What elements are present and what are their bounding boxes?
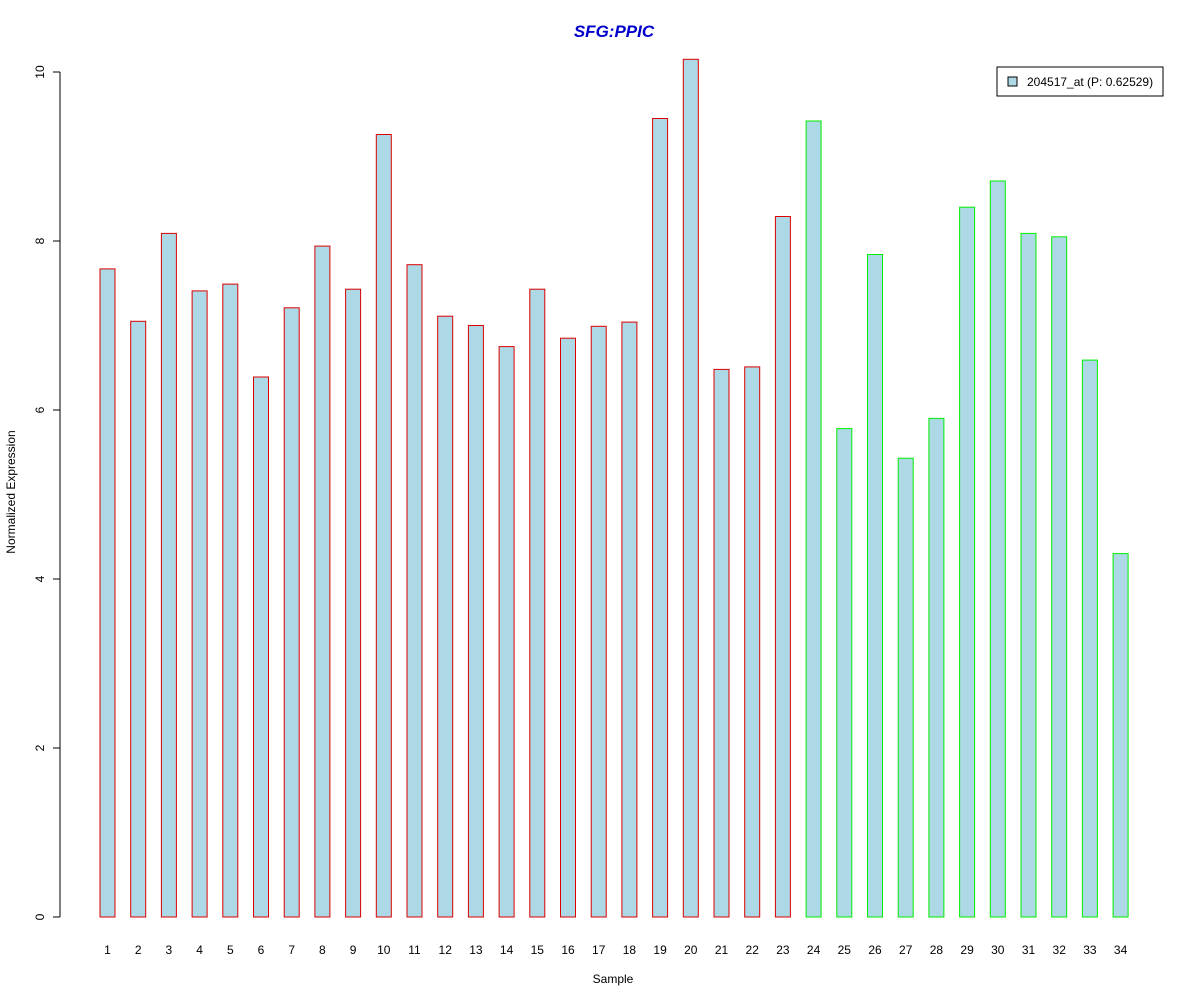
legend-swatch (1007, 76, 1018, 87)
bar-26 (867, 254, 883, 918)
chart-title: SFG:PPIC (574, 22, 655, 41)
y-tick-label: 6 (33, 406, 47, 413)
bar-22 (744, 366, 761, 918)
bar-33 (1081, 359, 1098, 918)
x-tick-label: 2 (135, 943, 142, 957)
x-tick-label: 33 (1083, 943, 1097, 957)
bar-15 (529, 288, 546, 918)
y-tick-label: 2 (33, 744, 47, 751)
bar-12 (437, 315, 454, 918)
bar-30 (989, 180, 1006, 918)
x-tick-label: 22 (746, 943, 760, 957)
x-tick-label: 6 (258, 943, 265, 957)
x-tick-label: 31 (1022, 943, 1036, 957)
x-tick-label: 26 (868, 943, 882, 957)
x-tick-label: 10 (377, 943, 391, 957)
bar-28 (928, 417, 945, 918)
x-tick-label: 1 (104, 943, 111, 957)
y-tick-label: 8 (33, 237, 47, 244)
bar-17 (590, 325, 607, 918)
x-tick-label: 23 (776, 943, 790, 957)
bar-5 (222, 283, 239, 918)
bar-21 (713, 368, 730, 918)
x-tick-label: 19 (653, 943, 667, 957)
bar-16 (560, 337, 576, 918)
bar-7 (283, 307, 300, 918)
bar-18 (621, 321, 638, 918)
legend: 204517_at (P: 0.62529) (996, 66, 1164, 97)
y-tick-label: 4 (33, 575, 47, 582)
x-tick-label: 18 (623, 943, 637, 957)
legend-box (996, 66, 1164, 97)
bar-8 (314, 245, 331, 918)
bar-25 (836, 428, 853, 918)
x-tick-label: 17 (592, 943, 606, 957)
x-tick-label: 24 (807, 943, 821, 957)
y-axis-label: Normalized Expression (4, 430, 18, 553)
bar-6 (253, 376, 269, 918)
y-tick-label: 10 (33, 65, 47, 79)
y-axis: 0 2 4 6 8 10 (33, 65, 61, 920)
bar-2 (130, 320, 147, 918)
x-tick-label: 14 (500, 943, 514, 957)
x-tick-label: 15 (531, 943, 545, 957)
x-tick-label: 21 (715, 943, 729, 957)
x-tick-label: 8 (319, 943, 326, 957)
bar-1 (99, 268, 116, 918)
bar-32 (1051, 236, 1068, 918)
x-axis-label: Sample (593, 972, 634, 986)
bar-27 (897, 457, 914, 918)
x-tick-label: 4 (196, 943, 203, 957)
bar-24 (805, 120, 822, 918)
bar-23 (774, 216, 791, 918)
x-tick-labels: 1 2 3 4 5 6 7 8 9 10 11 12 13 14 15 16 17 18 19 20 21 22 23 24 2… (104, 943, 1127, 957)
x-tick-label: 5 (227, 943, 234, 957)
bar-14 (498, 346, 515, 918)
x-tick-label: 27 (899, 943, 913, 957)
x-tick-label: 11 (408, 943, 421, 957)
bar-31 (1020, 232, 1037, 918)
bar-10 (375, 134, 392, 918)
x-tick-label: 30 (991, 943, 1005, 957)
x-tick-label: 34 (1114, 943, 1128, 957)
x-tick-label: 32 (1053, 943, 1067, 957)
x-tick-label: 20 (684, 943, 698, 957)
x-tick-label: 16 (561, 943, 575, 957)
x-tick-label: 7 (288, 943, 295, 957)
bar-4 (191, 290, 208, 918)
bar-group (99, 58, 1129, 918)
x-tick-label: 3 (166, 943, 173, 957)
x-tick-label: 29 (960, 943, 974, 957)
y-tick-label: 0 (33, 913, 47, 920)
legend-label: 204517_at (P: 0.62529) (1027, 75, 1153, 89)
bar-19 (652, 118, 669, 918)
x-tick-label: 12 (439, 943, 453, 957)
bar-9 (345, 288, 362, 918)
bar-13 (467, 325, 484, 918)
x-tick-label: 25 (838, 943, 852, 957)
x-tick-label: 13 (469, 943, 483, 957)
bar-11 (406, 264, 423, 918)
bar-3 (160, 232, 177, 918)
x-tick-label: 28 (930, 943, 944, 957)
bar-29 (959, 206, 976, 918)
bar-34 (1112, 553, 1129, 918)
x-tick-label: 9 (350, 943, 357, 957)
bar-20 (682, 58, 699, 918)
